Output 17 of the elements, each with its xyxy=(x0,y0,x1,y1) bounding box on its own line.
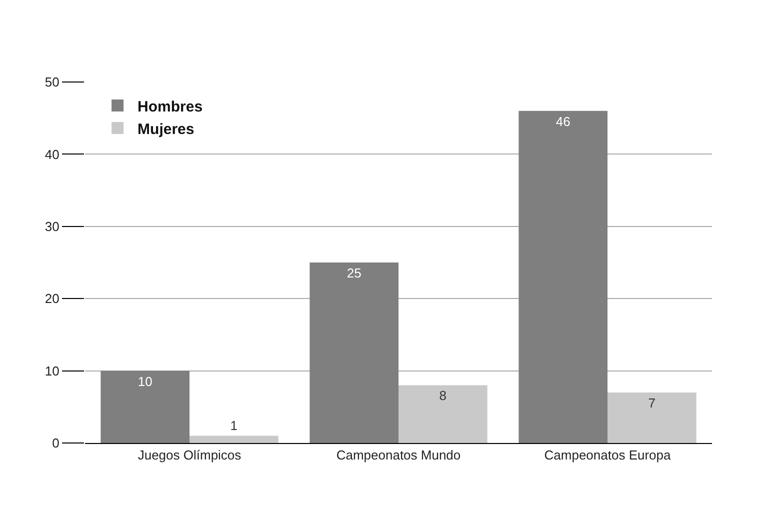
x-tick-label: Campeonatos Mundo xyxy=(336,448,461,463)
legend-label: Hombres xyxy=(138,98,203,116)
x-tick-label: Juegos Olímpicos xyxy=(138,448,242,463)
y-tick-label: 20 xyxy=(44,291,60,306)
x-tick-label: Campeonatos Europa xyxy=(544,448,672,463)
data-label: 46 xyxy=(556,114,570,129)
y-tick-label: 30 xyxy=(44,218,60,234)
y-tick-label: 10 xyxy=(44,363,60,378)
data-label: 25 xyxy=(346,266,362,280)
y-tick-label: 40 xyxy=(44,146,60,162)
y-tick-label: 50 xyxy=(44,74,60,90)
y-tick-label: 0 xyxy=(52,436,60,451)
data-label: 7 xyxy=(648,395,656,410)
data-label: 8 xyxy=(439,388,447,404)
data-label: 10 xyxy=(138,374,152,389)
data-label: 1 xyxy=(230,418,238,433)
legend-label: Mujeres xyxy=(138,120,194,138)
